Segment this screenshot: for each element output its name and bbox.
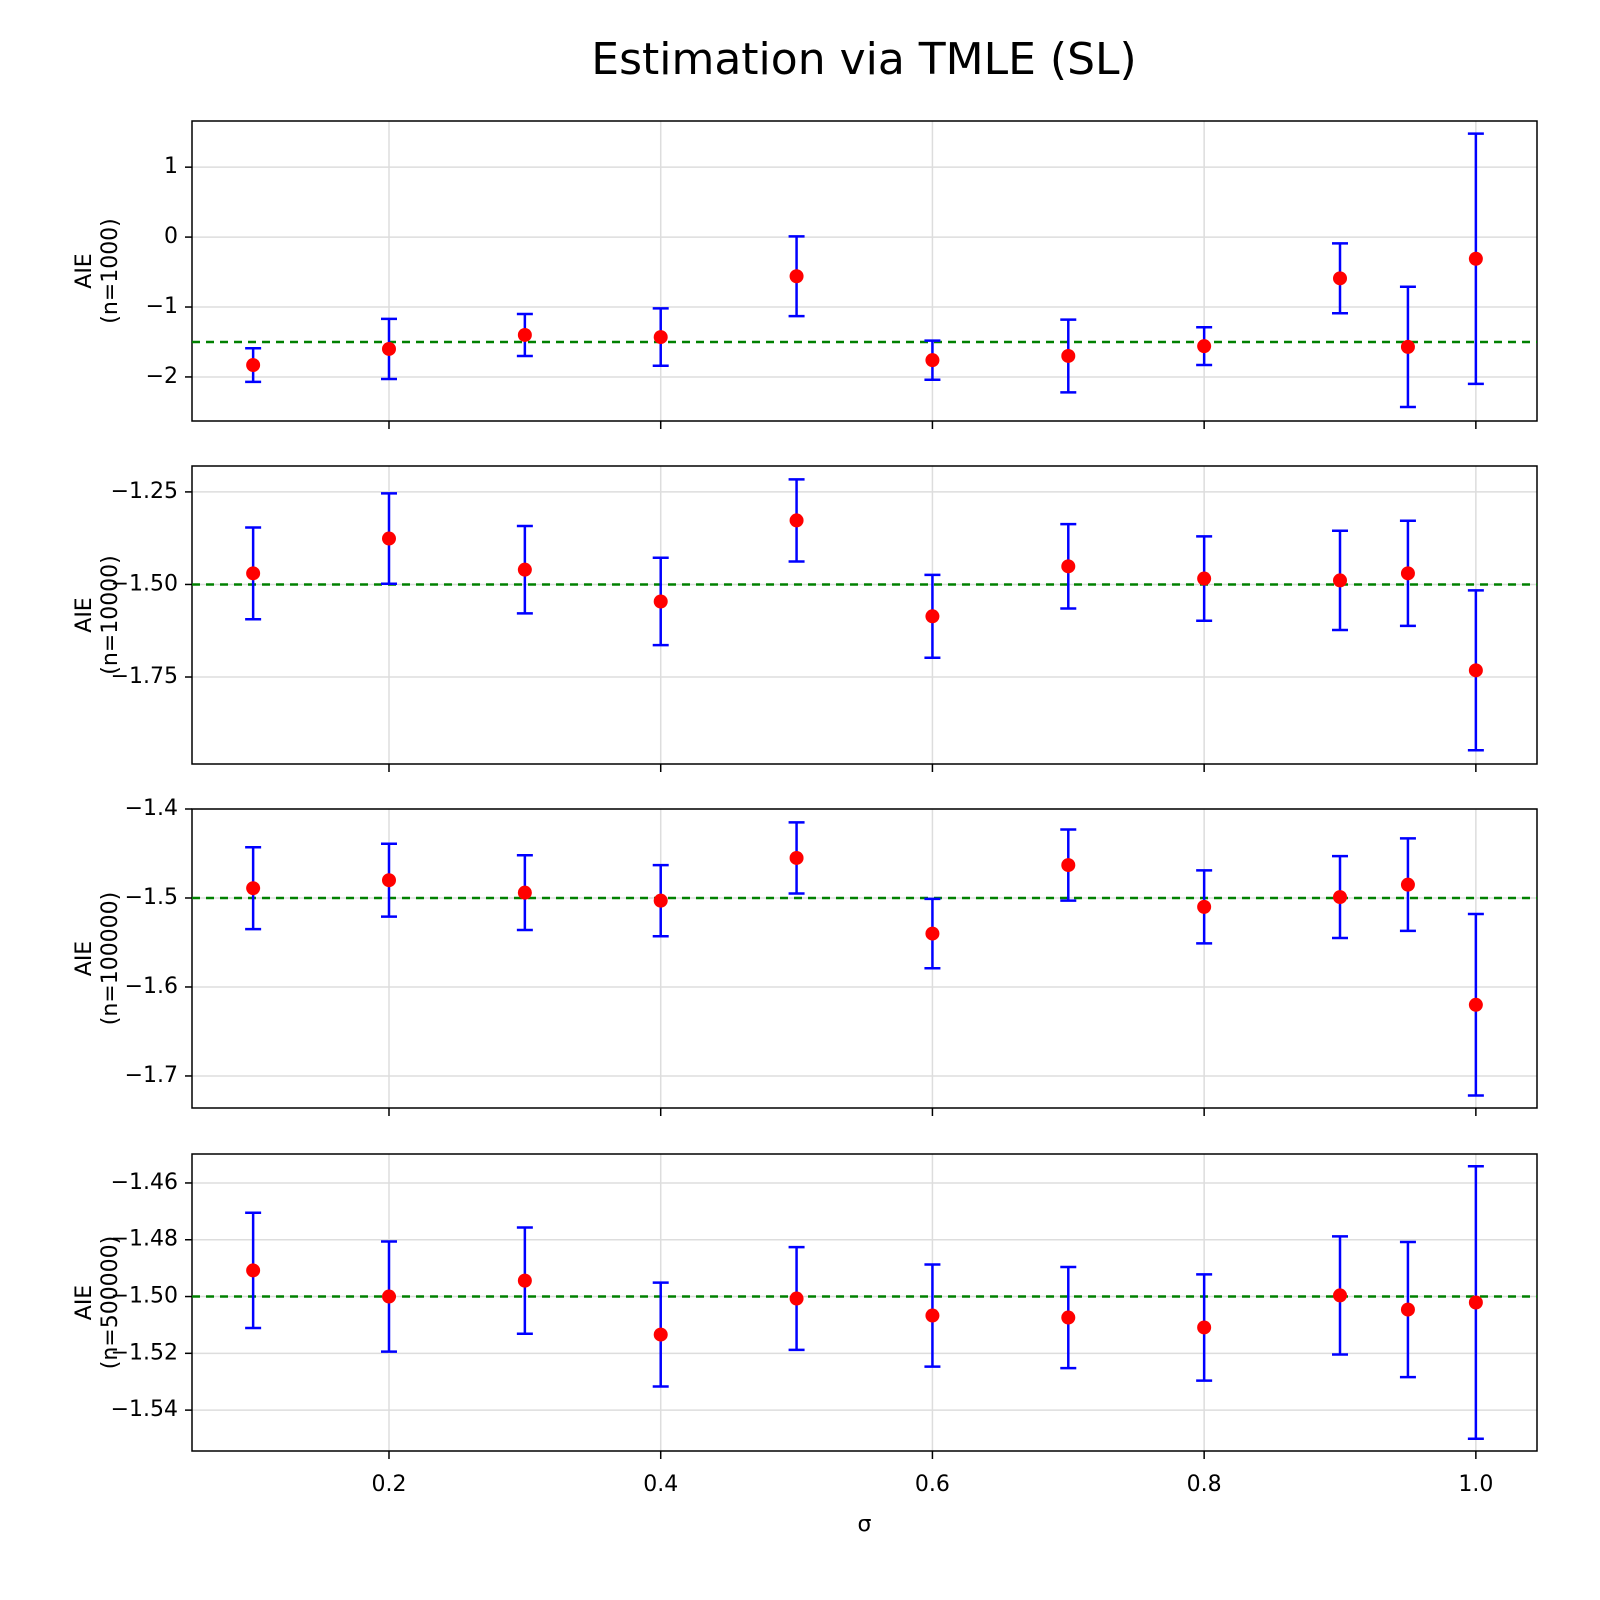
y-tick-label: 0 <box>164 224 178 249</box>
y-tick-label: −1 <box>146 294 178 319</box>
point <box>1400 566 1415 581</box>
point <box>653 594 668 609</box>
plot-frame <box>191 808 1538 1109</box>
point <box>1400 1302 1415 1317</box>
point <box>789 269 804 284</box>
plot-frame <box>191 1153 1538 1452</box>
x-tick-label: 0.8 <box>1187 1472 1222 1497</box>
point <box>925 609 940 624</box>
point <box>246 358 261 373</box>
plot-frame <box>191 120 1538 422</box>
point <box>1197 339 1212 354</box>
y-axis-label: (n=10000) <box>98 555 123 675</box>
point <box>1333 1288 1348 1303</box>
y-tick-label: −1.7 <box>125 1063 178 1088</box>
point <box>925 926 940 941</box>
point <box>1061 348 1076 363</box>
point <box>1400 339 1415 354</box>
point <box>1197 899 1212 914</box>
y-tick-label: −1.54 <box>111 1397 178 1422</box>
point <box>517 327 532 342</box>
y-tick-label: −1.5 <box>125 885 178 910</box>
y-tick-label: −1.48 <box>111 1227 178 1252</box>
point <box>381 1289 396 1304</box>
point <box>381 873 396 888</box>
y-axis-label: (n=100000) <box>98 892 123 1026</box>
point <box>1333 890 1348 905</box>
point <box>517 885 532 900</box>
figure-title: Estimation via TMLE (SL) <box>591 34 1136 85</box>
y-tick-label: −1.25 <box>111 479 178 504</box>
point <box>789 850 804 865</box>
point <box>925 353 940 368</box>
y-axis-label: AIE <box>72 1285 97 1320</box>
point <box>925 1308 940 1323</box>
point <box>1061 559 1076 574</box>
y-tick-label: −1.52 <box>111 1340 178 1365</box>
point <box>1468 997 1483 1012</box>
point <box>517 562 532 577</box>
point <box>1333 271 1348 286</box>
x-tick-label: 0.4 <box>643 1472 678 1497</box>
point <box>1197 1320 1212 1335</box>
y-axis-label: (n=1000) <box>98 218 123 324</box>
point <box>1061 1310 1076 1325</box>
point <box>789 513 804 528</box>
x-tick-label: 0.6 <box>915 1472 950 1497</box>
point <box>653 1327 668 1342</box>
point <box>1468 1295 1483 1310</box>
y-axis-label: AIE <box>72 597 97 632</box>
y-axis-label: AIE <box>72 253 97 288</box>
y-tick-label: −1.46 <box>111 1170 178 1195</box>
point <box>789 1291 804 1306</box>
point <box>246 1263 261 1278</box>
y-tick-label: −1.6 <box>125 974 178 999</box>
point <box>517 1273 532 1288</box>
y-axis-label: AIE <box>72 941 97 976</box>
y-tick-label: −1.50 <box>111 1284 178 1309</box>
point <box>653 330 668 345</box>
point <box>1400 877 1415 892</box>
x-axis-label: σ <box>858 1512 872 1537</box>
point <box>1061 858 1076 873</box>
y-tick-label: 1 <box>164 154 178 179</box>
y-tick-label: −1.75 <box>111 664 178 689</box>
point <box>246 881 261 896</box>
point <box>1468 663 1483 678</box>
x-tick-label: 1.0 <box>1458 1472 1493 1497</box>
y-tick-label: −2 <box>146 364 178 389</box>
x-tick-label: 0.2 <box>371 1472 406 1497</box>
point <box>246 566 261 581</box>
point <box>1333 573 1348 588</box>
point <box>1468 251 1483 266</box>
y-tick-label: −1.4 <box>125 796 178 821</box>
y-axis-label: (n=500000) <box>98 1236 123 1370</box>
point <box>381 341 396 356</box>
plot-frame <box>191 465 1538 765</box>
point <box>653 893 668 908</box>
point <box>1197 571 1212 586</box>
point <box>381 531 396 546</box>
y-tick-label: −1.50 <box>111 571 178 596</box>
